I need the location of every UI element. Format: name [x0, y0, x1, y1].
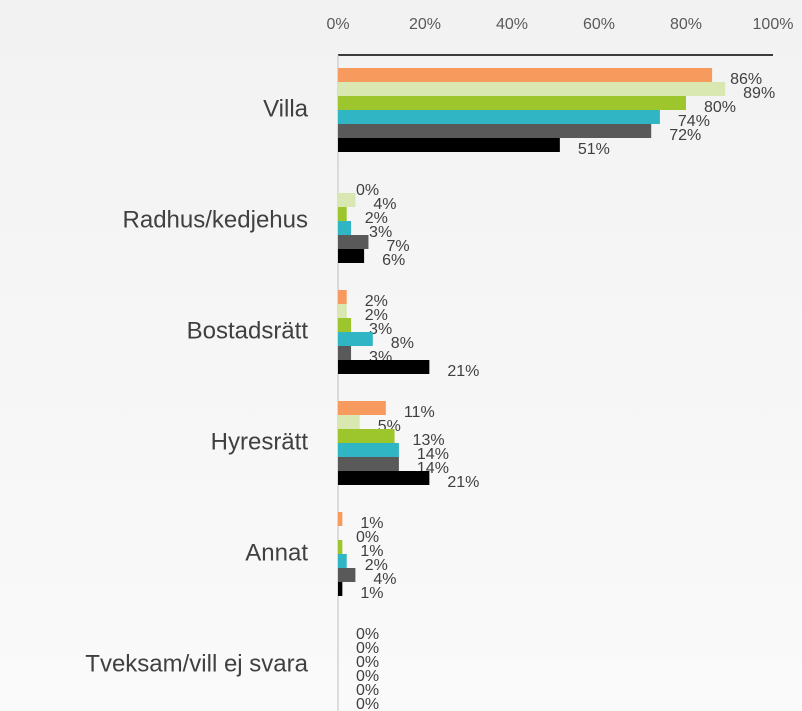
data-label: 1%	[360, 543, 383, 560]
bar	[338, 582, 343, 596]
bar	[338, 249, 365, 263]
bar	[338, 332, 373, 346]
x-tick-label: 40%	[496, 16, 528, 33]
bar	[338, 554, 347, 568]
data-label: 11%	[404, 404, 435, 421]
bar	[338, 540, 343, 554]
y-tick-label: Bostadsrätt	[187, 317, 309, 344]
data-label: 86%	[730, 71, 762, 88]
data-label: 3%	[369, 321, 392, 338]
data-label: 0%	[356, 182, 379, 199]
bar	[338, 304, 347, 318]
bar	[338, 221, 352, 235]
y-tick-label: Villa	[263, 95, 309, 122]
x-tick-label: 60%	[583, 16, 615, 33]
bar	[338, 318, 352, 332]
data-label: 0%	[356, 529, 379, 546]
data-label: 8%	[391, 335, 414, 352]
bar	[338, 457, 399, 471]
data-label: 0%	[356, 682, 379, 699]
data-label: 74%	[678, 113, 710, 130]
bar	[338, 346, 352, 360]
data-label: 4%	[373, 571, 396, 588]
data-label: 72%	[669, 127, 701, 144]
bar	[338, 235, 369, 249]
bar	[338, 360, 430, 374]
bar	[338, 443, 399, 457]
x-tick-label: 100%	[753, 16, 794, 33]
data-label: 21%	[447, 363, 479, 380]
data-label: 0%	[356, 696, 379, 711]
data-label: 6%	[382, 252, 405, 269]
bar	[338, 568, 356, 582]
bar	[338, 68, 713, 82]
data-label: 2%	[365, 307, 388, 324]
bar	[338, 290, 347, 304]
bar	[338, 471, 430, 485]
data-label: 80%	[704, 99, 736, 116]
data-label: 21%	[447, 474, 479, 491]
y-tick-label: Annat	[245, 539, 308, 566]
data-label: 0%	[356, 668, 379, 685]
bar	[338, 110, 660, 124]
bar	[338, 429, 395, 443]
bar	[338, 193, 356, 207]
x-tick-label: 0%	[326, 16, 349, 33]
bar	[338, 401, 386, 415]
data-label: 7%	[386, 238, 409, 255]
data-label: 89%	[743, 85, 775, 102]
x-tick-label: 20%	[409, 16, 441, 33]
data-label: 0%	[356, 654, 379, 671]
data-label: 1%	[360, 515, 383, 532]
bar	[338, 207, 347, 221]
bar	[338, 415, 360, 429]
data-label: 13%	[413, 432, 445, 449]
data-label: 1%	[360, 585, 383, 602]
y-tick-label: Tveksam/vill ej svara	[85, 650, 308, 677]
bar	[338, 82, 726, 96]
data-label: 0%	[356, 626, 379, 643]
data-label: 3%	[369, 224, 392, 241]
data-label: 14%	[417, 446, 449, 463]
data-label: 0%	[356, 640, 379, 657]
data-label: 51%	[578, 141, 610, 158]
bar	[338, 512, 343, 526]
bar	[338, 96, 686, 110]
data-label: 4%	[373, 196, 396, 213]
y-tick-label: Radhus/kedjehus	[123, 206, 308, 233]
data-label: 2%	[365, 210, 388, 227]
y-tick-label: Hyresrätt	[211, 428, 309, 455]
bar	[338, 124, 652, 138]
data-label: 2%	[365, 293, 388, 310]
x-tick-label: 80%	[670, 16, 702, 33]
bar	[338, 138, 560, 152]
data-label: 2%	[365, 557, 388, 574]
